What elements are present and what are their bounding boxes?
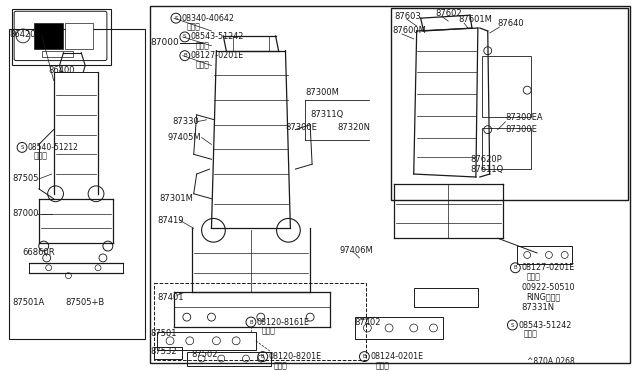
Text: 08127-0201E: 08127-0201E — [521, 263, 575, 272]
Bar — [482, 56, 531, 117]
Text: 08120-8161E: 08120-8161E — [257, 318, 310, 327]
Text: 08120-8201E: 08120-8201E — [269, 352, 322, 361]
Bar — [12, 9, 111, 64]
Text: 08540-51212: 08540-51212 — [28, 143, 79, 152]
Text: 87640: 87640 — [497, 19, 524, 28]
Bar — [154, 283, 366, 360]
Text: 87000: 87000 — [150, 38, 179, 47]
Text: B: B — [261, 354, 264, 359]
Bar — [42, 51, 74, 57]
Text: 87501A: 87501A — [12, 298, 44, 307]
Text: 86420: 86420 — [9, 31, 36, 39]
Text: 87300E: 87300E — [285, 123, 317, 132]
Bar — [9, 29, 145, 339]
Bar — [34, 23, 63, 49]
Text: S: S — [183, 34, 187, 39]
Text: 08543-51242: 08543-51242 — [518, 321, 572, 330]
Text: （１）: （１） — [187, 23, 201, 32]
Text: 87419: 87419 — [157, 216, 184, 225]
Text: 87300M: 87300M — [305, 88, 339, 97]
Text: 87501: 87501 — [150, 329, 177, 339]
Text: 87502: 87502 — [192, 350, 218, 359]
Text: B: B — [249, 320, 253, 324]
Text: B: B — [363, 354, 366, 359]
Text: 87620P: 87620P — [470, 155, 502, 164]
Text: 87311Q: 87311Q — [310, 110, 344, 119]
Text: （２）: （２） — [34, 152, 48, 161]
Text: 87000: 87000 — [12, 209, 38, 218]
Text: B: B — [513, 265, 517, 270]
Bar — [482, 128, 531, 169]
Text: 87602: 87602 — [435, 9, 462, 18]
Text: 87401: 87401 — [157, 293, 184, 302]
Text: 97406M: 97406M — [340, 246, 374, 254]
Text: 00922-50510: 00922-50510 — [521, 283, 575, 292]
Text: ^870A 0268: ^870A 0268 — [527, 357, 575, 366]
Text: 86400: 86400 — [48, 66, 75, 75]
Text: 08124-0201E: 08124-0201E — [371, 352, 424, 361]
Text: 97405M: 97405M — [167, 133, 201, 142]
Bar — [157, 332, 256, 350]
Text: （２）: （２） — [196, 41, 209, 50]
Bar — [150, 6, 630, 363]
Text: 87300E: 87300E — [506, 125, 538, 134]
Text: 08340-40642: 08340-40642 — [182, 14, 235, 23]
Text: 87402: 87402 — [355, 318, 381, 327]
Text: 87505: 87505 — [12, 174, 38, 183]
Bar — [413, 288, 478, 307]
Text: 87601M: 87601M — [458, 15, 492, 24]
Text: 87603: 87603 — [394, 12, 420, 21]
Text: B: B — [183, 53, 187, 58]
Text: 87532: 87532 — [150, 347, 177, 356]
Text: （２）: （２） — [196, 60, 209, 69]
Text: （２）: （２） — [274, 361, 287, 370]
Text: （４）: （４） — [262, 326, 276, 336]
Bar — [154, 347, 182, 359]
Text: 87611Q: 87611Q — [470, 165, 503, 174]
Bar — [355, 317, 444, 339]
Text: 87320N: 87320N — [338, 123, 371, 132]
Bar — [517, 246, 572, 264]
Text: （１）: （１） — [375, 361, 389, 370]
Text: S: S — [511, 323, 514, 327]
Bar — [391, 8, 628, 200]
Text: RING（１）: RING（１） — [526, 292, 561, 301]
Text: 08127-0201E: 08127-0201E — [191, 51, 244, 60]
Bar — [65, 23, 93, 49]
Text: 87331N: 87331N — [521, 303, 554, 312]
Text: 87600M: 87600M — [392, 26, 426, 35]
Bar — [187, 352, 271, 366]
Text: （２）: （２） — [524, 329, 537, 339]
Text: 87330: 87330 — [172, 117, 199, 126]
Text: 87300EA: 87300EA — [506, 113, 543, 122]
Text: 87505+B: 87505+B — [65, 298, 105, 307]
Text: 87301M: 87301M — [159, 194, 193, 203]
Text: 66860R: 66860R — [22, 248, 54, 257]
Text: S: S — [174, 16, 178, 21]
Text: （２）: （２） — [526, 272, 540, 281]
Text: 08543-51242: 08543-51242 — [191, 32, 244, 41]
Text: S: S — [20, 145, 24, 150]
